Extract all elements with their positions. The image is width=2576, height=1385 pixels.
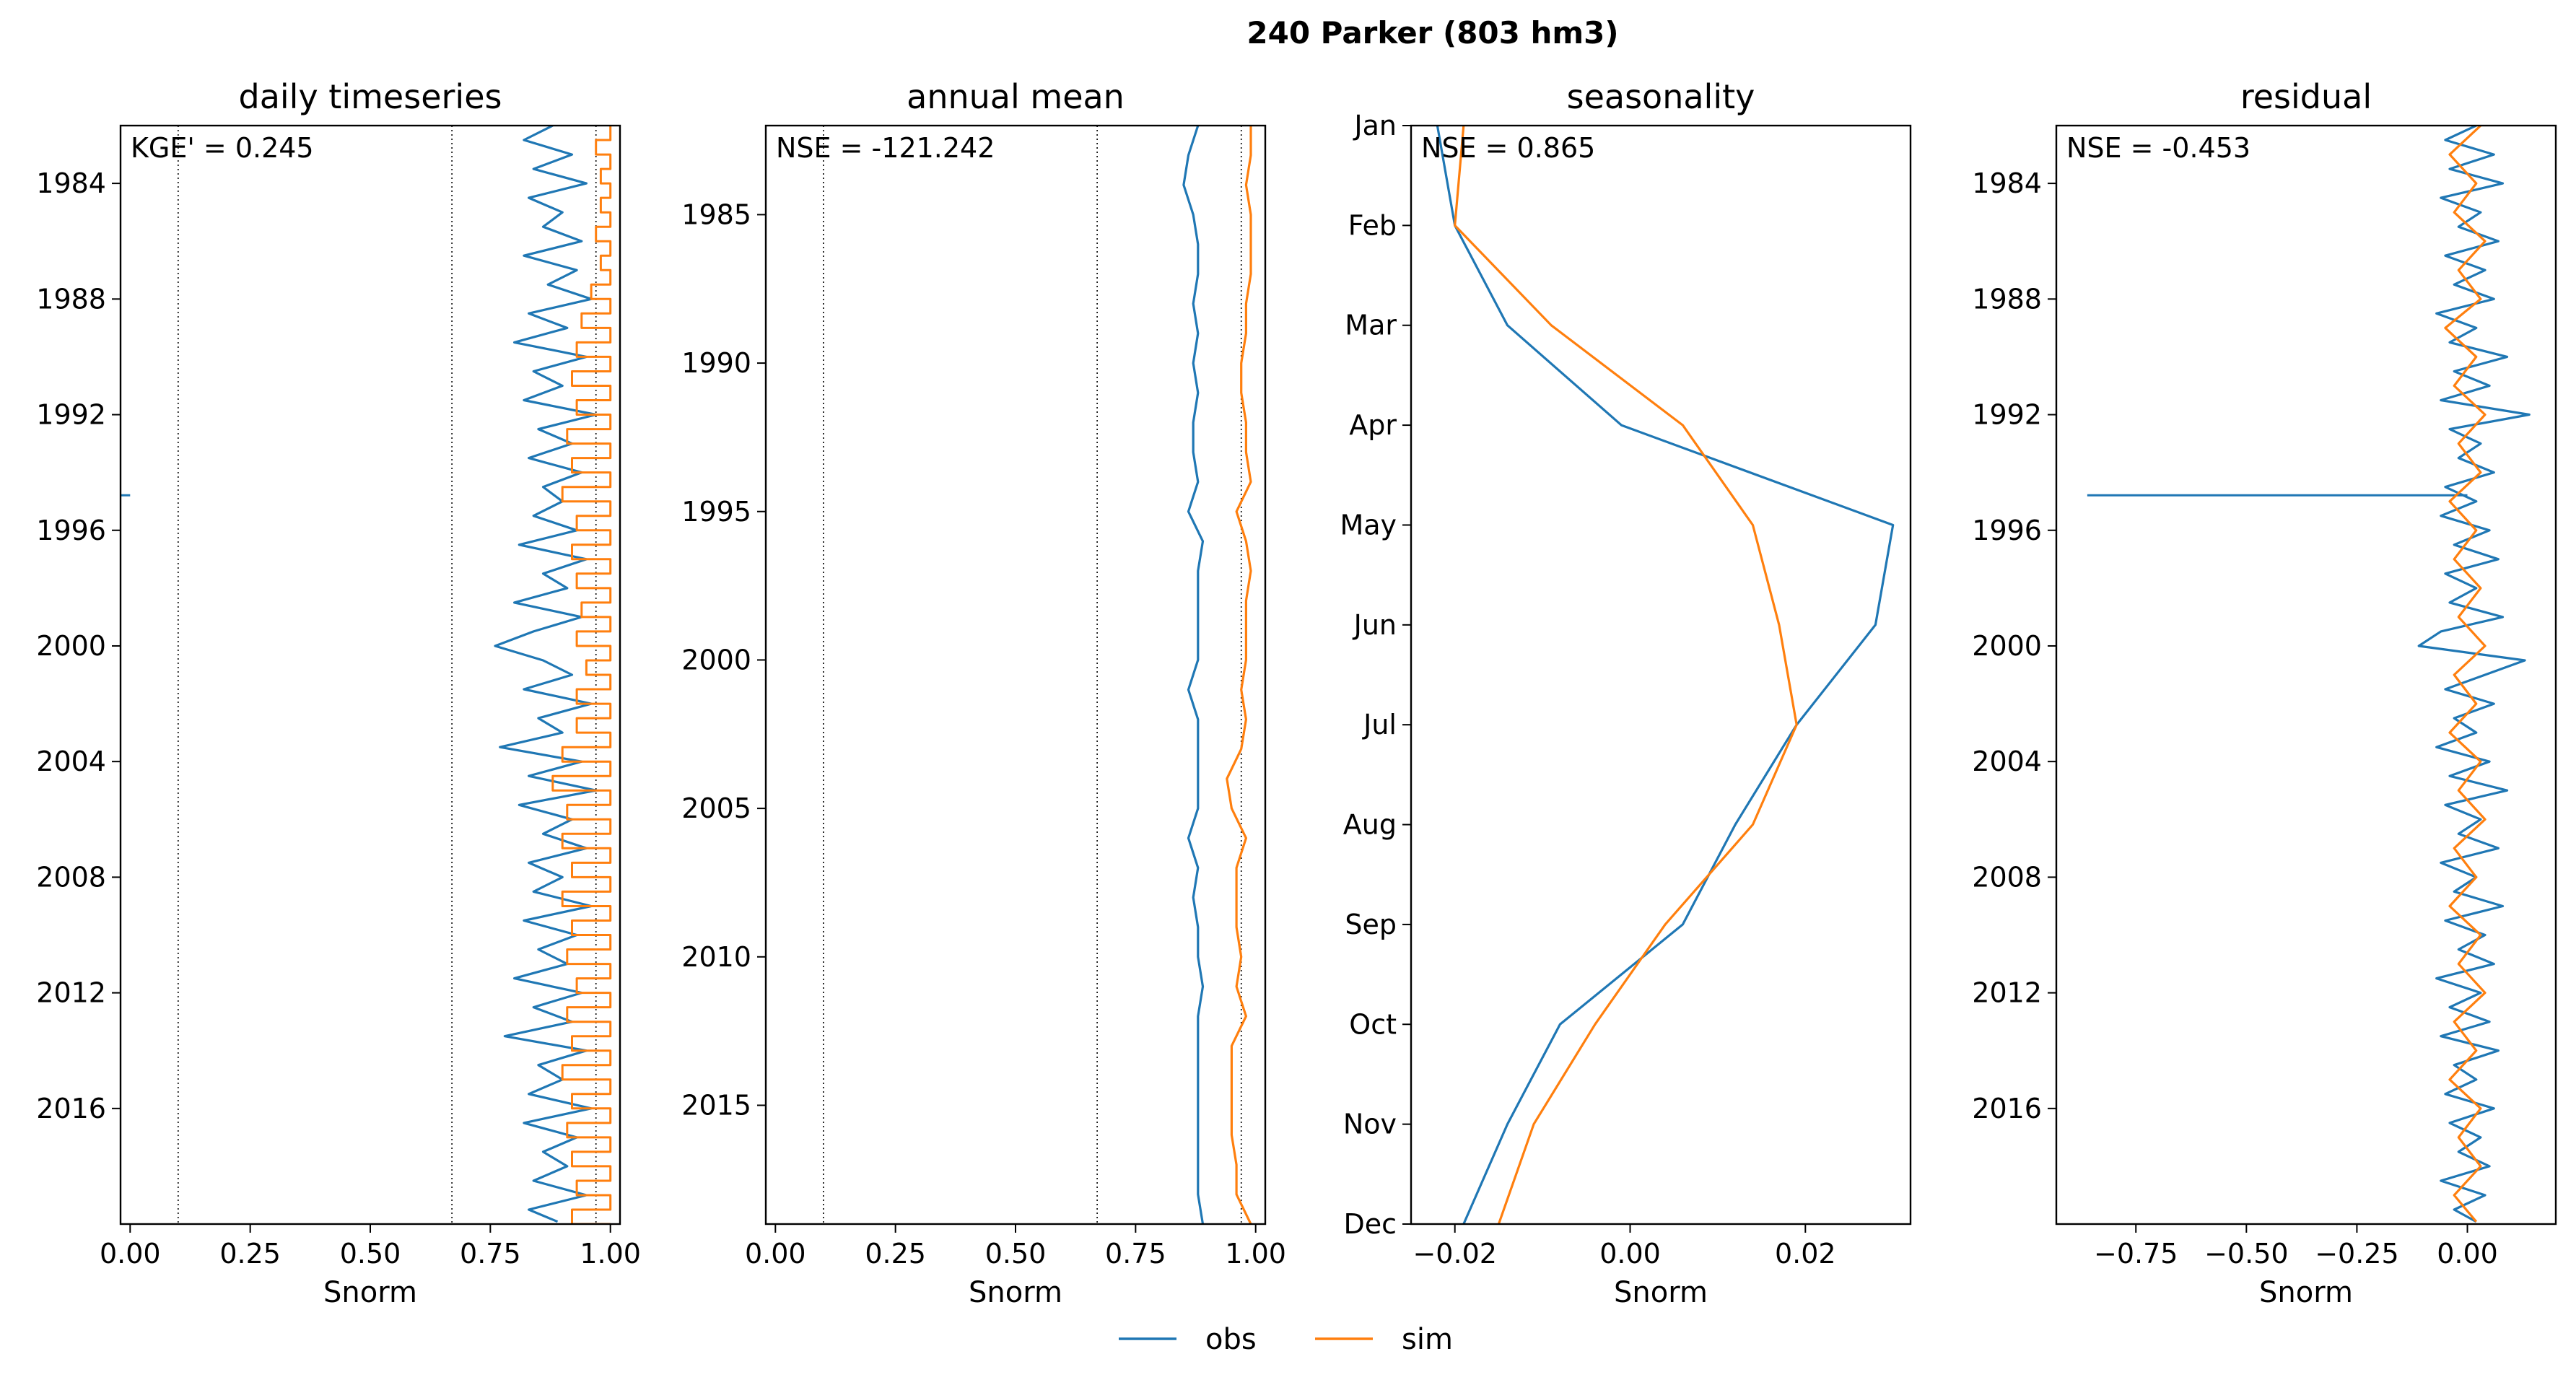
metric-annotation: NSE = -0.453 [2066, 132, 2250, 164]
y-tick-label: 2012 [36, 977, 106, 1009]
y-tick-label: 1985 [681, 198, 751, 230]
plot-area [1436, 126, 1895, 1224]
figure-suptitle: 240 Parker (803 hm3) [1246, 15, 1618, 51]
x-tick-label: −0.02 [1413, 1238, 1496, 1270]
x-axis-label: Snorm [323, 1276, 417, 1309]
y-tick-label: 2005 [681, 792, 751, 824]
y-tick-label: 1995 [681, 496, 751, 528]
axes-frame [119, 124, 621, 1225]
series-line-obs [1182, 126, 1205, 1224]
y-tick-label: Jul [1362, 709, 1397, 740]
x-tick-label: 0.02 [1775, 1238, 1836, 1270]
x-tick-label: 0.50 [985, 1238, 1047, 1270]
x-tick-label: 0.00 [745, 1238, 806, 1270]
panel-residual: residual −0.75 −0.50 −0.25 0.00 1984 1988 1992 1… [1972, 77, 2557, 1309]
x-axis-label: Snorm [1614, 1276, 1708, 1309]
series-line-obs [1436, 126, 1895, 1224]
y-tick-label: 1988 [1972, 283, 2042, 315]
y-tick-label: 2012 [1972, 977, 2042, 1009]
y-tick-label: 2015 [681, 1089, 751, 1121]
plot-area [2087, 126, 2531, 1223]
series-line-sim [551, 126, 612, 1224]
axes-frame [2055, 124, 2557, 1225]
metric-annotation: NSE = 0.865 [1421, 132, 1595, 164]
x-axis-label: Snorm [2259, 1276, 2353, 1309]
y-tick-label: 2000 [36, 630, 106, 662]
x-tick-label: −0.25 [2315, 1238, 2398, 1270]
plot-area [823, 126, 1252, 1224]
y-tick-label: 1992 [1972, 399, 2042, 431]
metric-annotation: KGE' = 0.245 [131, 132, 314, 164]
x-tick-label: 0.25 [219, 1238, 281, 1270]
x-axis-label: Snorm [969, 1276, 1062, 1309]
series-line-sim [1226, 126, 1252, 1224]
y-tick-label: Aug [1343, 809, 1397, 841]
series-line-obs [494, 126, 598, 1223]
axes-frame [1410, 124, 1912, 1225]
y-tick-label: Nov [1343, 1109, 1397, 1140]
y-tick-label: Sep [1345, 909, 1397, 940]
y-tick-label: 1996 [36, 515, 106, 546]
y-tick-label: 2008 [36, 861, 106, 893]
y-tick-label: 2016 [1972, 1093, 2042, 1124]
x-tick-label: 1.00 [1225, 1238, 1286, 1270]
y-tick-label: Mar [1345, 310, 1397, 341]
series-line-obs [2417, 126, 2531, 1223]
x-tick-label: −0.75 [2094, 1238, 2178, 1270]
x-tick-label: 0.00 [2437, 1238, 2498, 1270]
y-tick-label: 1988 [36, 283, 106, 315]
legend: obs sim [1119, 1323, 1453, 1356]
y-tick-label: Oct [1349, 1008, 1397, 1040]
y-tick-label: 2008 [1972, 861, 2042, 893]
x-tick-label: 0.00 [1599, 1238, 1661, 1270]
x-tick-label: 0.75 [1105, 1238, 1166, 1270]
y-tick-label: 2004 [36, 746, 106, 777]
y-tick-label: Apr [1349, 409, 1397, 441]
y-tick-label: 1990 [681, 347, 751, 379]
panel-title: seasonality [1567, 77, 1755, 116]
panel-daily-timeseries: daily timeseries 0.00 0.25 0.50 0.75 1.00 1984… [36, 77, 641, 1309]
y-tick-label: 2010 [681, 941, 751, 973]
y-tick-label: 2004 [1972, 746, 2042, 777]
axes-frame [764, 124, 1267, 1225]
series-line-sim [1454, 126, 1798, 1224]
y-tick-label: 1996 [1972, 515, 2042, 546]
y-tick-label: Dec [1343, 1208, 1397, 1240]
y-tick-label: 2000 [681, 644, 751, 676]
y-tick-label: 2000 [1972, 630, 2042, 662]
plot-area [121, 126, 612, 1224]
y-tick-label: 2016 [36, 1093, 106, 1124]
legend-label-obs: obs [1205, 1323, 1257, 1356]
panel-seasonality: seasonality −0.02 0.00 0.02 Jan Feb Mar Apr May J… [1340, 77, 1912, 1309]
y-tick-label: Jun [1353, 609, 1397, 641]
x-tick-label: 0.75 [460, 1238, 521, 1270]
metric-annotation: NSE = -121.242 [776, 132, 995, 164]
legend-label-sim: sim [1402, 1323, 1453, 1356]
x-tick-label: 0.50 [340, 1238, 401, 1270]
y-tick-label: 1984 [1972, 167, 2042, 199]
y-tick-label: 1992 [36, 399, 106, 431]
x-tick-label: 1.00 [580, 1238, 641, 1270]
panel-title: residual [2240, 77, 2372, 116]
y-tick-label: Feb [1348, 209, 1397, 241]
panel-annual-mean: annual mean 0.00 0.25 0.50 0.75 1.00 1985 1990 1… [681, 77, 1286, 1309]
y-tick-label: May [1340, 509, 1397, 541]
y-tick-label: 1984 [36, 167, 106, 199]
x-tick-label: −0.50 [2204, 1238, 2288, 1270]
x-tick-label: 0.00 [100, 1238, 161, 1270]
y-tick-label: Jan [1353, 110, 1397, 141]
x-tick-label: 0.25 [865, 1238, 926, 1270]
panel-title: annual mean [907, 77, 1125, 116]
series-line-sim [2444, 126, 2487, 1223]
panel-title: daily timeseries [239, 77, 502, 116]
